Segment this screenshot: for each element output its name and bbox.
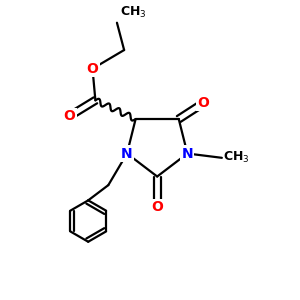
Text: O: O	[87, 62, 98, 76]
Text: CH$_3$: CH$_3$	[223, 150, 250, 165]
Text: N: N	[121, 146, 133, 161]
Text: O: O	[151, 200, 163, 214]
Text: O: O	[64, 109, 76, 123]
Text: O: O	[197, 96, 209, 110]
Text: N: N	[182, 146, 193, 161]
Text: CH$_3$: CH$_3$	[120, 5, 146, 20]
